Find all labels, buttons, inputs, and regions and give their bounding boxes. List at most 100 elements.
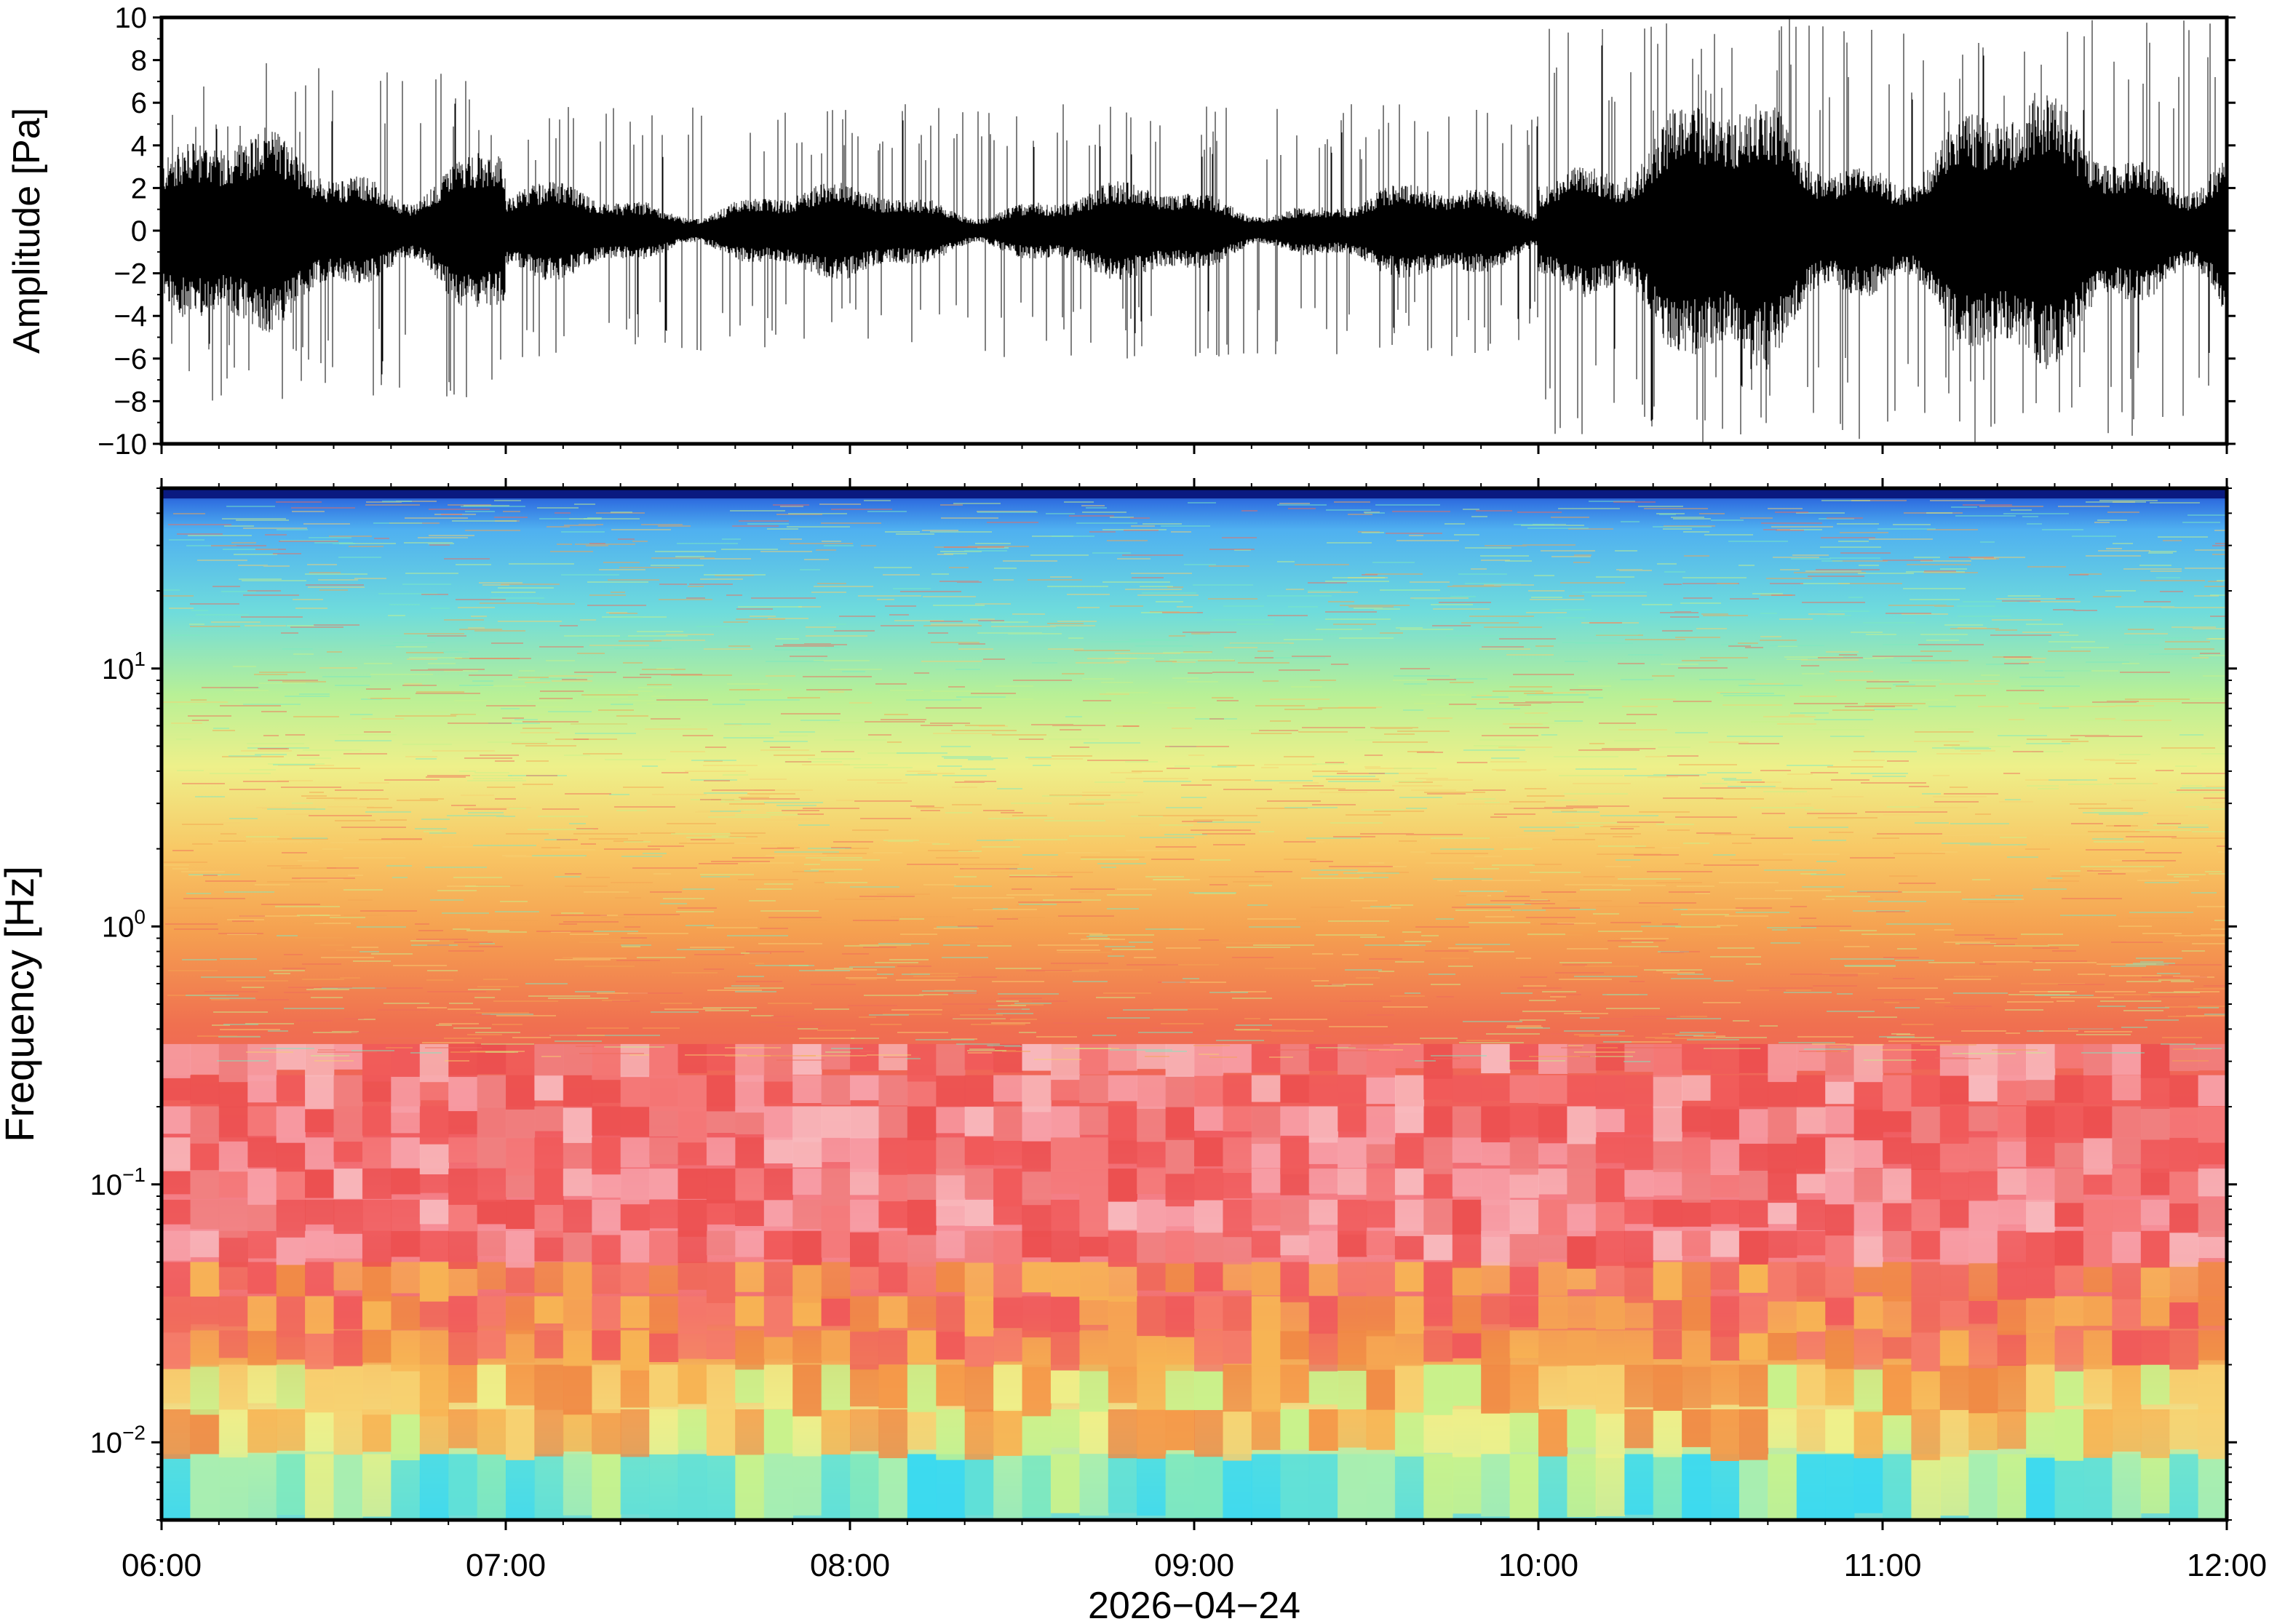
spectrogram-cell [1308, 1043, 1338, 1071]
spectrogram-cell [792, 1043, 822, 1075]
spectrogram-cell [1624, 1137, 1654, 1171]
spectrogram-cell [1883, 1043, 1912, 1073]
spectrogram-cell [2054, 1230, 2084, 1266]
spectrogram-cell [2083, 1199, 2113, 1235]
spectrogram-cell [1366, 1296, 1396, 1337]
spectrogram-cell [1394, 1075, 1425, 1113]
spectrogram-cell [1423, 1330, 1453, 1362]
amplitude-y-ticks: 10 8 6 4 2 0 −2 −4 −6 −8 −10 [98, 2, 2236, 461]
spectrogram-cell [1022, 1454, 1052, 1517]
spectrogram-cell [506, 1075, 536, 1110]
spectrogram-cell [2112, 1137, 2142, 1165]
spectrogram-cell [1768, 1454, 1797, 1520]
spectrogram-cell [333, 1262, 363, 1291]
spectrogram-cell [964, 1364, 994, 1412]
spectrogram-cell [1394, 1199, 1425, 1236]
spectrogram-cell [1768, 1330, 1797, 1361]
spectrogram-cell [1682, 1106, 1712, 1132]
spectrogram-cell [391, 1262, 421, 1294]
spectrogram-cell [1366, 1169, 1396, 1201]
spectrogram-cell [1653, 1454, 1682, 1520]
spectrogram-cell [620, 1137, 650, 1168]
time-x-tick-label: 06:00 [122, 1548, 202, 1583]
spectrogram-cell [2026, 1296, 2056, 1334]
spectrogram-cell [563, 1075, 592, 1108]
spectrogram-cell [218, 1330, 248, 1358]
spectrogram-cell [1883, 1454, 1912, 1520]
spectrogram-cell [2026, 1106, 2056, 1137]
spectrogram-cell [276, 1106, 306, 1143]
spectrogram-cell [1710, 1106, 1740, 1140]
spectrogram-cell [190, 1199, 220, 1230]
spectrogram-cell [1653, 1409, 1682, 1457]
spectrogram-cell [1595, 1043, 1625, 1071]
spectrogram-cell [276, 1137, 306, 1172]
spectrogram-cell [1423, 1106, 1453, 1137]
spectrogram-cell [936, 1262, 966, 1292]
spectrogram-cell [2198, 1454, 2227, 1520]
spectrogram-cell [706, 1454, 736, 1520]
spectrogram-cell [1768, 1169, 1797, 1203]
spectrogram-cell [792, 1199, 822, 1229]
spectrogram-cell [1653, 1075, 1682, 1108]
spectrogram-cell [1308, 1454, 1338, 1518]
spectrogram-cell [563, 1296, 592, 1332]
spectrogram-cell [563, 1330, 592, 1366]
spectrogram-cell [907, 1106, 937, 1141]
spectrogram-cell [649, 1169, 679, 1200]
spectrogram-cell [907, 1230, 937, 1267]
spectrogram-cell [1223, 1364, 1252, 1412]
spectrogram-cell [1624, 1106, 1654, 1135]
spectrogram-cell [247, 1262, 277, 1294]
spectrogram-cell [735, 1199, 765, 1226]
spectrogram-cell [649, 1043, 679, 1079]
spectrogram-cell [1481, 1330, 1511, 1366]
spectrogram-cell [1853, 1409, 1883, 1459]
spectrogram-cell [1968, 1075, 1998, 1102]
spectrogram-cell [1251, 1262, 1281, 1296]
spectrogram-cell [1050, 1230, 1081, 1262]
spectrogram-cell [1423, 1230, 1453, 1260]
spectrogram-cell [1968, 1137, 1998, 1171]
spectrogram-cell [1595, 1330, 1625, 1365]
spectrogram-cell [1595, 1075, 1625, 1110]
spectrogram-cell [1911, 1169, 1941, 1200]
spectrogram-cell [1883, 1262, 1912, 1302]
spectrogram-cell [1137, 1409, 1167, 1459]
spectrogram-cell [448, 1199, 478, 1232]
spectrogram-cell [2169, 1199, 2199, 1233]
spectrogram-cell [735, 1169, 765, 1201]
spectrogram-cell [391, 1330, 421, 1372]
spectrogram-cell [2169, 1409, 2199, 1449]
spectrogram-cell [706, 1364, 736, 1414]
spectrogram-cell [2198, 1199, 2227, 1238]
spectrogram-cell [1911, 1199, 1941, 1231]
spectrogram-cell [1251, 1364, 1281, 1412]
spectrogram-cell [1653, 1296, 1682, 1330]
spectrogram-cell [1768, 1409, 1797, 1448]
spectrogram-cell [592, 1137, 621, 1175]
spectrogram-cell [1050, 1043, 1081, 1080]
spectrogram-cell [1452, 1330, 1482, 1358]
date-x-label: 2026−04−24 [1088, 1585, 1300, 1624]
spectrogram-cell [706, 1330, 736, 1359]
spectrogram-cell [276, 1199, 306, 1238]
spectrogram-cell [1280, 1106, 1310, 1136]
spectrogram-cell [1022, 1296, 1052, 1338]
spectrogram-cell [1825, 1296, 1855, 1326]
spectrogram-cell [1567, 1230, 1597, 1269]
spectrogram-cell [1108, 1137, 1137, 1164]
spectrogram-cell [763, 1199, 793, 1227]
spectrogram-cell [1825, 1106, 1855, 1134]
spectrogram-cell [2169, 1454, 2199, 1520]
spectrogram-cell [448, 1075, 478, 1112]
spectrogram-cell [1796, 1137, 1826, 1174]
spectrogram-cell [1939, 1364, 1969, 1410]
spectrogram-cell [993, 1364, 1023, 1412]
spectrogram-cell [1509, 1364, 1539, 1413]
spectrogram-cell [592, 1106, 621, 1136]
spectrogram-cell [1682, 1296, 1712, 1331]
spectrogram-cell [2112, 1330, 2142, 1366]
frequency-y-tick-label: 100 [102, 905, 146, 943]
spectrogram-cell [190, 1296, 220, 1324]
